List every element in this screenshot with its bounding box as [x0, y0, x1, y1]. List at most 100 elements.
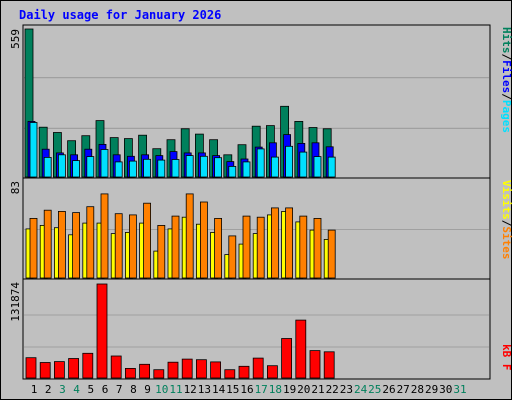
- hits-panel-legend: Hits/Files/Pages: [500, 27, 512, 133]
- kbytes-bar: [54, 361, 65, 379]
- kbytes-bar: [266, 365, 278, 379]
- x-tick-label: 21: [311, 383, 324, 396]
- pages-bar: [157, 159, 166, 178]
- pages-bar: [242, 161, 251, 178]
- sites-bar: [86, 206, 95, 279]
- sites-bar: [29, 217, 38, 279]
- x-tick-label: 26: [382, 383, 395, 396]
- chart-title: Daily usage for January 2026: [19, 8, 222, 22]
- x-tick-label: 1: [31, 383, 38, 396]
- kbytes-bar: [309, 350, 321, 379]
- hits-ymax-label: 559: [9, 29, 22, 49]
- kbytes-bar: [323, 351, 335, 379]
- x-tick-label: 4: [73, 383, 80, 396]
- pages-bar: [299, 151, 308, 178]
- pages-bar: [128, 160, 137, 178]
- pages-bar: [29, 122, 38, 178]
- x-tick-label: 2: [45, 383, 52, 396]
- sites-bar: [242, 215, 251, 279]
- legend-kbytes: kB F: [500, 344, 512, 371]
- pages-bar: [100, 149, 109, 178]
- kbytes-ymax-label: 131874: [9, 282, 22, 322]
- sites-bar: [114, 213, 123, 279]
- x-tick-label: 15: [226, 383, 239, 396]
- pages-bar: [285, 145, 294, 178]
- sites-bar: [214, 217, 223, 279]
- kbytes-bar: [252, 357, 264, 379]
- x-tick-label: 25: [368, 383, 381, 396]
- sites-bar: [285, 207, 294, 279]
- pages-bar: [256, 148, 265, 178]
- x-tick-label: 5: [87, 383, 94, 396]
- kbytes-bar: [153, 369, 165, 379]
- x-tick-label: 22: [326, 383, 339, 396]
- x-tick-label: 17: [255, 383, 268, 396]
- sites-bar: [128, 214, 137, 279]
- kbytes-bar: [82, 352, 94, 379]
- pages-bar: [228, 165, 237, 178]
- x-tick-label: 20: [297, 383, 310, 396]
- x-tick-label: 16: [240, 383, 253, 396]
- x-tick-label: 19: [283, 383, 296, 396]
- x-tick-label: 12: [184, 383, 197, 396]
- pages-bar: [114, 161, 123, 178]
- sites-bar: [143, 202, 152, 279]
- sites-bar: [100, 193, 109, 279]
- pages-bar: [43, 156, 52, 178]
- kbytes-bar: [110, 355, 122, 379]
- pages-bar: [143, 158, 152, 178]
- kbytes-bar: [181, 358, 193, 379]
- sites-bar: [185, 193, 194, 279]
- legend-sep-1: /: [500, 54, 512, 61]
- pages-bar: [313, 156, 322, 178]
- sites-bar: [270, 207, 279, 279]
- x-tick-label: 8: [130, 383, 137, 396]
- kbytes-bar: [125, 367, 136, 379]
- pages-bar: [185, 155, 194, 178]
- pages-bar: [327, 156, 336, 178]
- sites-bar: [171, 215, 180, 279]
- sites-bar: [327, 229, 336, 279]
- x-tick-label: 23: [340, 383, 353, 396]
- pages-bar: [171, 159, 180, 178]
- pages-bar: [86, 156, 95, 178]
- sites-bar: [299, 215, 308, 279]
- kbytes-bar: [139, 363, 151, 379]
- kbytes-bar: [210, 361, 222, 379]
- sites-bar: [256, 216, 265, 279]
- kbytes-bar: [25, 357, 37, 379]
- x-tick-label: 10: [155, 383, 168, 396]
- x-tick-label: 28: [411, 383, 424, 396]
- legend-hits: Hits: [500, 27, 512, 54]
- x-tick-label: 24: [354, 383, 368, 396]
- x-tick-label: 11: [169, 383, 182, 396]
- sites-bar: [157, 224, 166, 279]
- sites-bar: [72, 212, 80, 279]
- x-tick-label: 27: [397, 383, 410, 396]
- x-tick-label: 14: [212, 383, 226, 396]
- sites-bar: [199, 201, 208, 279]
- x-tick-label: 9: [144, 383, 151, 396]
- pages-bar: [270, 156, 279, 178]
- legend-sites: Sites: [500, 226, 512, 259]
- x-tick-label: 3: [59, 383, 66, 396]
- pages-bar: [58, 154, 66, 178]
- kbytes-bar: [68, 358, 79, 379]
- legend-sep-3: /: [500, 220, 512, 227]
- legend-sep-2: /: [500, 93, 512, 100]
- sites-bar: [313, 217, 322, 279]
- sites-bar: [43, 209, 52, 279]
- sites-bar: [228, 235, 237, 279]
- kbytes-bar: [295, 319, 307, 379]
- kbytes-bar: [238, 365, 250, 379]
- kbytes-bar: [281, 338, 293, 379]
- x-tick-label: 6: [102, 383, 109, 396]
- visits-panel-legend: Visits/Sites: [500, 180, 512, 260]
- x-tick-label: 18: [269, 383, 282, 396]
- legend-visits: Visits: [500, 180, 512, 220]
- x-tick-label: 13: [198, 383, 211, 396]
- kbytes-bar: [39, 362, 51, 379]
- pages-bar: [199, 155, 208, 178]
- legend-pages: Pages: [500, 100, 512, 133]
- kbytes-bar: [96, 283, 108, 379]
